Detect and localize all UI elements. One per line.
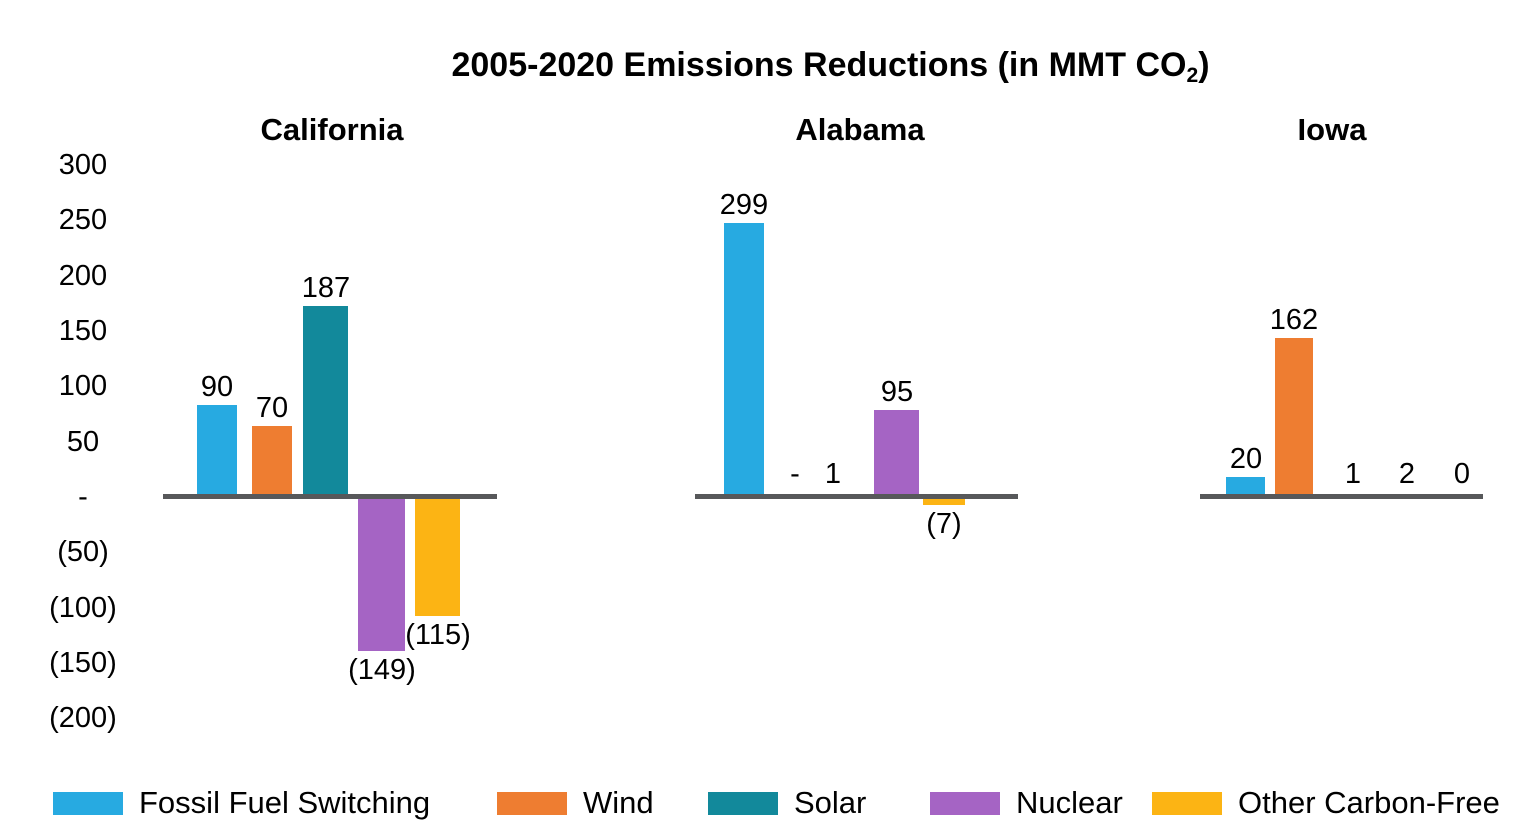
legend-label-other-carbon-free: Other Carbon-Free [1238,785,1500,820]
panel-title-california: California [260,112,404,147]
legend-swatch-wind [497,791,567,815]
chart-title-suffix: ) [1198,46,1210,84]
y-axis-tick-label: (100) [49,592,117,624]
y-axis-tick-label: (50) [57,536,109,568]
value-label-nuclear: 95 [880,376,914,408]
legend-item-solar: Solar [708,786,866,820]
bar-fossil-fuel-switching [1226,477,1265,497]
legend-item-wind: Wind [497,786,654,820]
value-label-solar: 187 [301,272,351,304]
legend-swatch-nuclear [930,791,1000,815]
chart-title-text: 2005-2020 Emissions Reductions (in MMT C… [451,46,1187,84]
chart-title: 2005-2020 Emissions Reductions (in MMT C… [125,46,1536,87]
value-label-fossil-fuel-switching: 90 [200,371,234,403]
x-axis-line-alabama [695,494,1018,499]
y-axis-tick-label: 250 [58,204,108,236]
value-label-wind: 70 [255,392,289,424]
value-label-other-carbon-free: (7) [926,508,962,540]
y-axis-tick-label: 150 [58,315,108,347]
bar-solar [303,306,348,497]
bar-fossil-fuel-switching [197,405,237,497]
legend-label-nuclear: Nuclear [1016,785,1123,820]
legend-swatch-solar [708,791,778,815]
legend-swatch-other-carbon-free [1152,791,1222,815]
panel-title-iowa: Iowa [1297,112,1367,147]
value-label-other-carbon-free: 0 [1453,458,1471,490]
value-label-other-carbon-free: (115) [405,619,471,651]
value-label-nuclear: (149) [348,654,416,686]
x-axis-line-california [163,494,497,499]
value-label-fossil-fuel-switching: 20 [1229,443,1263,475]
value-label-wind: - [790,458,800,490]
x-axis-line-iowa [1200,494,1483,499]
legend-swatch-fossil-fuel-switching [53,791,123,815]
y-axis-tick-label: (150) [49,647,117,679]
legend-item-other-carbon-free: Other Carbon-Free [1152,786,1500,820]
bar-other-carbon-free [923,499,965,505]
bar-fossil-fuel-switching [724,223,764,497]
chart-title-subscript: 2 [1186,63,1199,87]
bar-other-carbon-free [415,499,460,616]
y-axis-tick-label: 200 [58,260,108,292]
y-axis-tick-label: 100 [58,370,108,402]
value-label-nuclear: 2 [1398,458,1416,490]
legend-item-fossil-fuel-switching: Fossil Fuel Switching [53,786,430,820]
panel-title-alabama: Alabama [795,112,925,147]
legend-label-solar: Solar [794,785,867,820]
y-axis-tick-label: 50 [66,426,100,458]
value-label-fossil-fuel-switching: 299 [719,189,769,221]
legend-label-fossil-fuel-switching: Fossil Fuel Switching [139,785,431,820]
y-axis-tick-label: (200) [49,702,117,734]
value-label-wind: 162 [1269,304,1319,336]
legend-item-nuclear: Nuclear [930,786,1123,820]
bar-nuclear [358,499,405,651]
legend-label-wind: Wind [583,785,654,820]
value-label-solar: 1 [824,458,842,490]
y-axis-tick-label: - [78,481,88,513]
bar-nuclear [874,410,919,497]
bar-wind [1275,338,1313,497]
value-label-solar: 1 [1344,458,1362,490]
y-axis-tick-label: 300 [58,149,108,181]
bar-wind [252,426,292,497]
